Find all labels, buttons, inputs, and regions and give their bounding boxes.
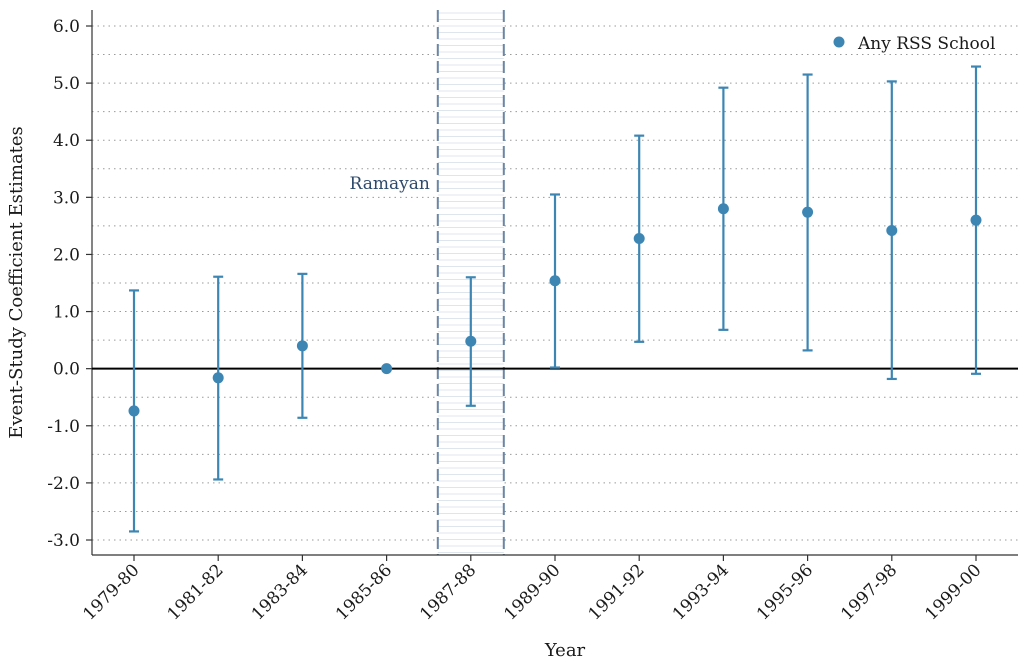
legend: Any RSS School <box>833 34 995 54</box>
x-tick-label: 1983-84 <box>248 560 312 624</box>
labels: -3.0 -2.0 -1.0 0.0 1.0 2.0 3.0 4.0 5.0 6.0 1979-80… <box>47 17 985 624</box>
y-tick-label: 4.0 <box>53 131 80 151</box>
axes <box>86 10 1018 561</box>
data-point <box>886 224 898 236</box>
x-tick-label: 1993-94 <box>669 560 733 624</box>
data-point <box>128 405 140 417</box>
x-tick-label: 1997-98 <box>837 560 901 624</box>
data-point <box>381 363 393 375</box>
data-point <box>212 372 224 384</box>
data-point <box>802 206 814 218</box>
x-tick-label: 1999-00 <box>921 560 985 624</box>
y-axis-title: Event-Study Coefficient Estimates <box>6 126 27 439</box>
y-tick-label: 3.0 <box>53 188 80 208</box>
y-tick-label: -1.0 <box>47 417 80 437</box>
y-tick-label: 6.0 <box>53 17 80 37</box>
data-point <box>970 214 982 226</box>
data-point <box>549 275 561 287</box>
data-point <box>633 232 645 244</box>
data-point <box>465 335 477 347</box>
data-point <box>717 203 729 215</box>
ramayan-band <box>436 10 505 555</box>
y-tick-label: -3.0 <box>47 531 80 551</box>
y-tick-label: 5.0 <box>53 74 80 94</box>
x-tick-label: 1991-92 <box>585 560 649 624</box>
x-tick-label: 1995-96 <box>753 560 817 624</box>
x-tick-label: 1981-82 <box>164 560 228 624</box>
y-tick-label: 2.0 <box>53 245 80 265</box>
data-series <box>128 65 982 533</box>
x-tick-label: 1985-86 <box>332 560 396 624</box>
y-tick-label: 0.0 <box>53 360 80 380</box>
x-tick-label: 1987-88 <box>416 560 480 624</box>
x-tick-label: 1979-80 <box>79 560 143 624</box>
x-axis-title: Year <box>544 640 586 661</box>
legend-marker <box>833 36 845 48</box>
ramayan-label: Ramayan <box>350 174 430 194</box>
y-tick-label: 1.0 <box>53 303 80 323</box>
legend-label: Any RSS School <box>857 34 995 54</box>
x-tick-label: 1989-90 <box>500 560 564 624</box>
data-point <box>296 340 308 352</box>
y-tick-label: -2.0 <box>47 474 80 494</box>
